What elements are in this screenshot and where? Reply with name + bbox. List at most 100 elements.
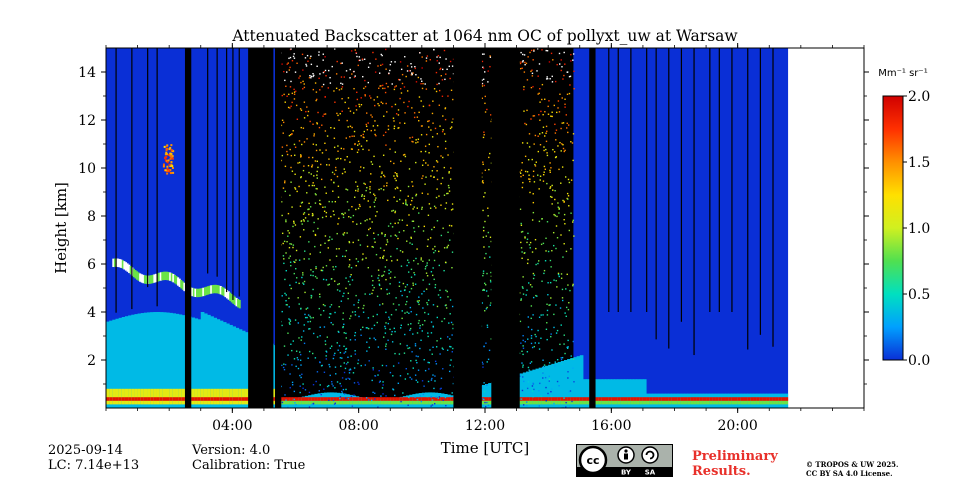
- surface-peak-cell: [743, 397, 748, 401]
- surface-peak-cell: [311, 397, 315, 401]
- noise-dot: [298, 185, 300, 188]
- noise-dot: [545, 328, 548, 331]
- noise-dot: [521, 186, 524, 189]
- noise-dot: [567, 308, 570, 311]
- noise-dot: [530, 305, 533, 307]
- by-person-icon: [617, 446, 635, 464]
- noise-dot: [370, 161, 373, 163]
- noise-dot: [305, 180, 307, 182]
- surface-peak-cell: [617, 397, 622, 401]
- boundary-layer-cell: [178, 314, 183, 408]
- noise-dot: [451, 267, 453, 269]
- noise-dot: [568, 405, 571, 408]
- noise-dot: [542, 242, 545, 245]
- noise-dot: [280, 201, 283, 203]
- noise-dot: [292, 246, 294, 249]
- noise-dot: [330, 380, 333, 383]
- noise-dot: [545, 400, 547, 402]
- surface-peak-cell: [655, 397, 660, 401]
- noise-dot: [334, 166, 337, 169]
- noise-dot: [532, 211, 535, 214]
- noise-dot: [409, 329, 411, 331]
- noise-dot: [312, 75, 314, 78]
- surface-layer-cell: [131, 388, 135, 405]
- cloud-layer-cell: [222, 287, 225, 297]
- noise-dot: [354, 334, 356, 337]
- noise-dot: [547, 282, 549, 284]
- noise-dot: [333, 403, 336, 405]
- noise-dot: [385, 365, 388, 367]
- boundary-layer-cell: [197, 319, 202, 408]
- noise-dot: [328, 158, 330, 160]
- noise-dot: [527, 56, 529, 58]
- noise-dot: [328, 69, 330, 72]
- noise-dot: [342, 234, 345, 236]
- cloud-layer-cell: [136, 271, 139, 280]
- noise-dot: [344, 367, 347, 370]
- noise-dot: [324, 304, 326, 307]
- noise-dot: [294, 402, 296, 404]
- noise-dot: [354, 339, 356, 341]
- noise-dot: [416, 116, 419, 118]
- noise-dot: [539, 175, 542, 177]
- noise-dot: [449, 60, 452, 63]
- noise-dot: [520, 247, 523, 249]
- noise-dot: [299, 108, 302, 110]
- noise-dot: [287, 106, 290, 109]
- noise-dot: [399, 79, 401, 81]
- noise-dot: [401, 294, 403, 297]
- noise-dot: [426, 55, 429, 57]
- noise-dot: [385, 82, 388, 85]
- noise-dot: [445, 58, 447, 60]
- noise-dot: [423, 359, 425, 361]
- surface-peak-cell: [232, 397, 236, 401]
- noise-dot: [299, 359, 302, 361]
- noise-dot: [522, 181, 524, 184]
- noise-dot: [446, 192, 448, 195]
- noise-dot: [311, 214, 314, 217]
- surface-peak-cell: [699, 397, 704, 401]
- noise-dot: [324, 69, 327, 72]
- noise-dot: [409, 203, 412, 206]
- noise-dot: [284, 79, 286, 82]
- noise-dot: [446, 349, 449, 351]
- surface-peak-cell: [402, 397, 407, 401]
- noise-dot: [330, 179, 333, 181]
- noise-dot: [384, 266, 387, 268]
- noise-dot: [552, 231, 555, 234]
- boundary-layer-cell: [611, 379, 615, 408]
- noise-dot: [442, 156, 444, 159]
- noise-dot: [362, 133, 364, 136]
- noise-dot: [363, 182, 365, 185]
- noise-dot: [563, 218, 565, 221]
- noise-dot: [572, 133, 575, 135]
- noise-dot: [411, 197, 414, 199]
- noise-dot: [522, 347, 525, 349]
- noise-dot: [529, 191, 531, 194]
- noise-dot: [281, 63, 283, 65]
- noise-dot: [324, 130, 327, 132]
- noise-dot: [289, 284, 291, 286]
- surface-layer-cell: [519, 398, 524, 405]
- noise-dot: [373, 237, 376, 240]
- noise-dot: [369, 95, 371, 97]
- noise-dot: [444, 261, 447, 264]
- boundary-layer-cell: [181, 315, 186, 408]
- footer-date-lc: 2025-09-14 LC: 7.14e+13: [48, 443, 139, 473]
- noise-dot: [538, 260, 540, 262]
- noise-dot: [522, 174, 524, 177]
- noise-dot: [488, 156, 490, 159]
- noise-dot: [357, 140, 360, 143]
- boundary-layer-cell: [153, 312, 158, 408]
- noise-dot: [563, 200, 565, 203]
- noise-dot: [426, 302, 428, 304]
- noise-dot: [438, 104, 441, 106]
- noise-dot: [425, 88, 428, 90]
- noise-dot: [446, 68, 448, 71]
- noise-dot: [378, 381, 381, 384]
- noise-dot: [307, 110, 310, 113]
- noise-dot: [324, 343, 327, 346]
- surface-peak-cell: [181, 397, 186, 401]
- noise-dot: [414, 396, 416, 398]
- surface-layer-cell: [194, 388, 199, 405]
